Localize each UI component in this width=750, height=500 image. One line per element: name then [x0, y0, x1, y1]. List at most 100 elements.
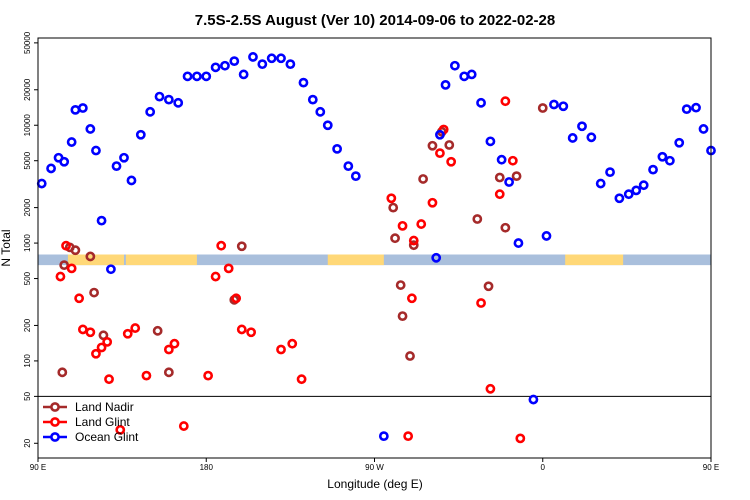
land-glint-point [91, 348, 101, 359]
ocean-glint-point [648, 164, 658, 175]
ocean-glint-point [698, 124, 709, 134]
ocean-glint-point [431, 252, 442, 263]
ocean-glint-point [145, 106, 156, 117]
land-nadir-point [427, 140, 438, 151]
land-glint-point [163, 344, 174, 355]
land-glint-point [515, 433, 526, 444]
land-glint-point [74, 293, 85, 304]
land-nadir-point [388, 202, 399, 213]
ocean-glint-point [691, 102, 701, 113]
ocean-glint-point [229, 56, 240, 67]
ocean-glint-point [528, 394, 539, 405]
chart-title: 7.5S-2.5S August (Ver 10) 2014-09-06 to … [195, 12, 555, 29]
land-glint-point [169, 338, 180, 349]
land-glint-point [406, 293, 417, 304]
ocean-glint-point [476, 97, 486, 108]
land-nadir-point [390, 233, 400, 244]
land-nadir-point [483, 281, 494, 292]
land-glint-point [77, 324, 88, 335]
land-band-segment [565, 254, 624, 266]
land-glint-point [130, 323, 141, 333]
ocean-glint-point [201, 71, 212, 82]
legend-label-land-nadir: Land Nadir [75, 400, 134, 414]
land-glint-point [386, 193, 397, 204]
land-glint-point [85, 327, 96, 338]
land-glint-point [55, 271, 66, 282]
land-nadir-point [395, 280, 406, 290]
ocean-glint-point [496, 154, 507, 165]
land-nadir-point [511, 171, 522, 182]
plot-frame [37, 37, 712, 459]
ocean-glint-point [664, 155, 675, 166]
y-tick-label: 5000 [23, 151, 32, 169]
land-glint-point [476, 298, 486, 308]
x-tick-label: 90 W [365, 463, 384, 472]
land-nadir-point [57, 367, 68, 378]
ocean-glint-point [623, 189, 634, 200]
ocean-glint-point [435, 129, 445, 140]
land-nadir-point [418, 174, 429, 184]
y-tick-label: 50000 [23, 31, 32, 54]
plot-area [36, 52, 716, 444]
land-glint-point [507, 155, 518, 166]
land-nadir-point [85, 251, 96, 262]
ocean-glint-point [674, 137, 685, 148]
y-tick-label: 500 [23, 271, 32, 285]
y-tick-label: 20000 [23, 78, 32, 101]
x-tick-label: 90 E [703, 463, 719, 472]
ocean-glint-point [248, 52, 258, 62]
ocean-glint-point [66, 137, 77, 147]
land-glint-point [102, 336, 113, 347]
y-tick-label: 10000 [23, 114, 32, 137]
land-glint-point [500, 96, 511, 107]
ocean-glint-point [298, 77, 309, 88]
land-glint-point [96, 342, 107, 353]
land-nadir-point [89, 287, 99, 298]
land-glint-point [446, 156, 457, 167]
land-glint-point [403, 431, 414, 442]
ocean-glint-point [657, 151, 668, 162]
ocean-glint-point [459, 71, 470, 82]
land-nadir-point [397, 311, 408, 322]
land-glint-point [141, 370, 152, 381]
y-tick-label: 50 [23, 391, 32, 400]
land-nadir-point [500, 222, 511, 233]
land-glint-point [427, 197, 438, 208]
land-nadir-point [70, 245, 81, 256]
ocean-glint-point [513, 238, 524, 248]
land-glint-point [178, 421, 189, 431]
ocean-glint-point [631, 185, 642, 196]
land-glint-point [246, 327, 257, 338]
land-band-segment [125, 254, 197, 266]
land-nadir-point [537, 103, 548, 113]
y-tick-label: 200 [23, 318, 32, 332]
y-tick-label: 1000 [23, 234, 32, 252]
ocean-glint-point [440, 79, 451, 90]
land-nadir-point [152, 325, 163, 336]
ocean-glint-point [343, 161, 354, 172]
land-glint-point [435, 148, 445, 159]
land-nadir-point [444, 140, 455, 150]
land-glint-point [122, 328, 133, 339]
ocean-glint-point [595, 178, 606, 189]
ocean-glint-point [163, 94, 174, 105]
ocean-glint-point [154, 91, 165, 102]
land-glint-point [66, 263, 77, 274]
x-tick-label: 180 [200, 463, 214, 472]
ocean-glint-point [322, 120, 333, 131]
ocean-glint-point [558, 101, 569, 112]
ocean-glint-point [59, 156, 70, 167]
ocean-glint-point [36, 178, 47, 189]
land-glint-point [408, 235, 419, 246]
y-axis-label: N Total [0, 229, 13, 266]
ocean-glint-point [276, 53, 286, 64]
x-tick-label: 0 [541, 463, 546, 472]
land-glint-point [216, 240, 227, 251]
ocean-glint-point [70, 104, 81, 115]
ocean-glint-point [614, 193, 625, 204]
ocean-glint-point [182, 71, 193, 82]
x-axis: 90 E 180 90 W 0 90 E [30, 458, 719, 472]
ocean-glint-point [119, 152, 129, 163]
